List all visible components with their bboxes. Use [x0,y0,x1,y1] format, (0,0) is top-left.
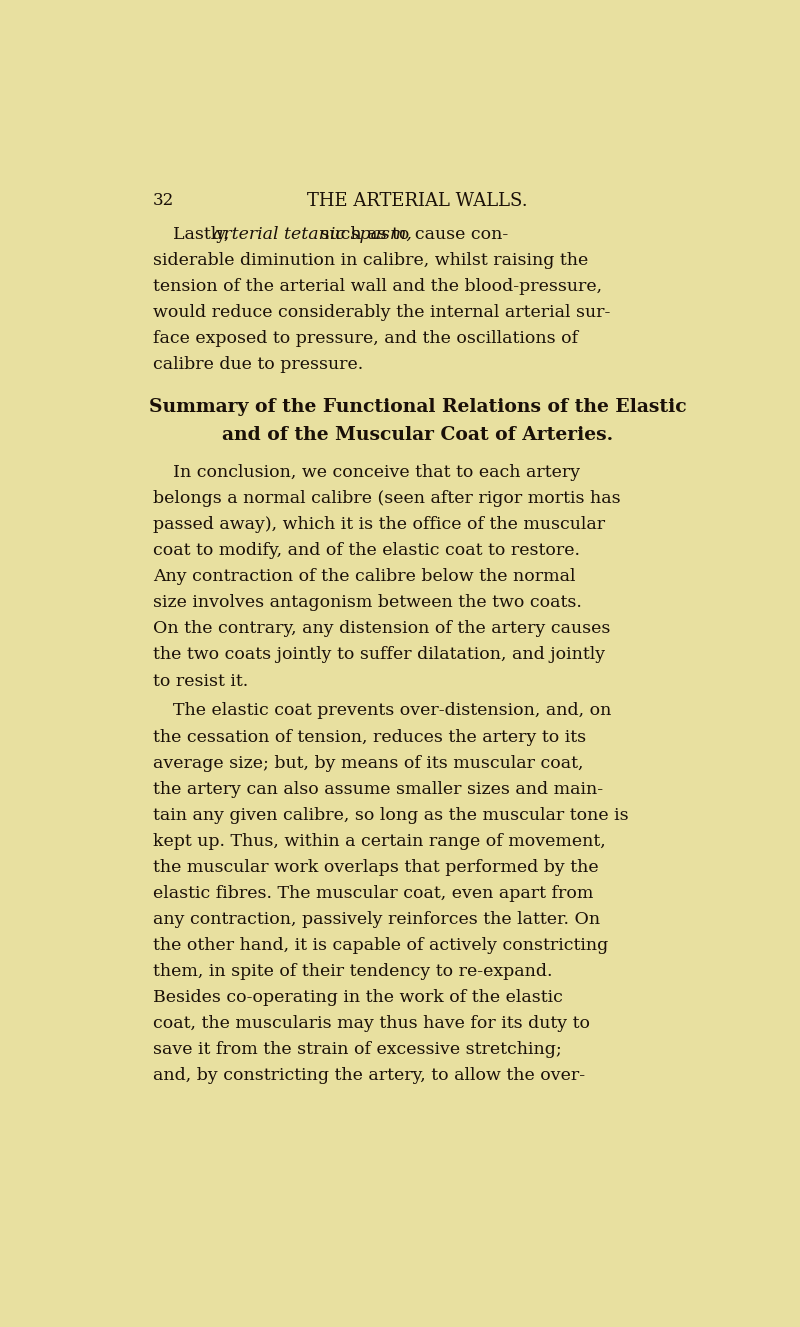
Text: THE ARTERIAL WALLS.: THE ARTERIAL WALLS. [307,192,528,210]
Text: save it from the strain of excessive stretching;: save it from the strain of excessive str… [153,1042,562,1058]
Text: the other hand, it is capable of actively constricting: the other hand, it is capable of activel… [153,937,608,954]
Text: them, in spite of their tendency to re-expand.: them, in spite of their tendency to re-e… [153,963,552,981]
Text: Any contraction of the calibre below the normal: Any contraction of the calibre below the… [153,568,575,585]
Text: coat, the muscularis may thus have for its duty to: coat, the muscularis may thus have for i… [153,1015,590,1032]
Text: to resist it.: to resist it. [153,673,248,690]
Text: In conclusion, we conceive that to each artery: In conclusion, we conceive that to each … [173,464,580,482]
Text: siderable diminution in calibre, whilst raising the: siderable diminution in calibre, whilst … [153,252,588,268]
Text: would reduce considerably the internal arterial sur-: would reduce considerably the internal a… [153,304,610,321]
Text: average size; but, by means of its muscular coat,: average size; but, by means of its muscu… [153,755,583,771]
Text: tension of the arterial wall and the blood-pressure,: tension of the arterial wall and the blo… [153,277,602,295]
Text: tain any given calibre, so long as the muscular tone is: tain any given calibre, so long as the m… [153,807,628,824]
Text: the artery can also assume smaller sizes and main-: the artery can also assume smaller sizes… [153,780,603,798]
Text: On the contrary, any distension of the artery causes: On the contrary, any distension of the a… [153,621,610,637]
Text: arterial tetanic spasm,: arterial tetanic spasm, [213,226,412,243]
Text: any contraction, passively reinforces the latter. On: any contraction, passively reinforces th… [153,910,600,928]
Text: size involves antagonism between the two coats.: size involves antagonism between the two… [153,594,582,612]
Text: elastic fibres. The muscular coat, even apart from: elastic fibres. The muscular coat, even … [153,885,593,902]
Text: such as to cause con-: such as to cause con- [314,226,508,243]
Text: the two coats jointly to suffer dilatation, and jointly: the two coats jointly to suffer dilatati… [153,646,605,664]
Text: passed away), which it is the office of the muscular: passed away), which it is the office of … [153,516,605,533]
Text: kept up. Thus, within a certain range of movement,: kept up. Thus, within a certain range of… [153,833,606,849]
Text: Lastly,: Lastly, [173,226,234,243]
Text: Summary of the Functional Relations of the Elastic: Summary of the Functional Relations of t… [149,398,686,415]
Text: the cessation of tension, reduces the artery to its: the cessation of tension, reduces the ar… [153,729,586,746]
Text: belongs a normal calibre (seen after rigor mortis has: belongs a normal calibre (seen after rig… [153,490,620,507]
Text: The elastic coat prevents over-distension, and, on: The elastic coat prevents over-distensio… [173,702,611,719]
Text: Besides co-operating in the work of the elastic: Besides co-operating in the work of the … [153,989,562,1006]
Text: 32: 32 [153,192,174,208]
Text: coat to modify, and of the elastic coat to restore.: coat to modify, and of the elastic coat … [153,543,580,559]
Text: and of the Muscular Coat of Arteries.: and of the Muscular Coat of Arteries. [222,426,614,445]
Text: calibre due to pressure.: calibre due to pressure. [153,356,363,373]
Text: the muscular work overlaps that performed by the: the muscular work overlaps that performe… [153,859,598,876]
Text: face exposed to pressure, and the oscillations of: face exposed to pressure, and the oscill… [153,330,578,346]
Text: and, by constricting the artery, to allow the over-: and, by constricting the artery, to allo… [153,1067,585,1084]
